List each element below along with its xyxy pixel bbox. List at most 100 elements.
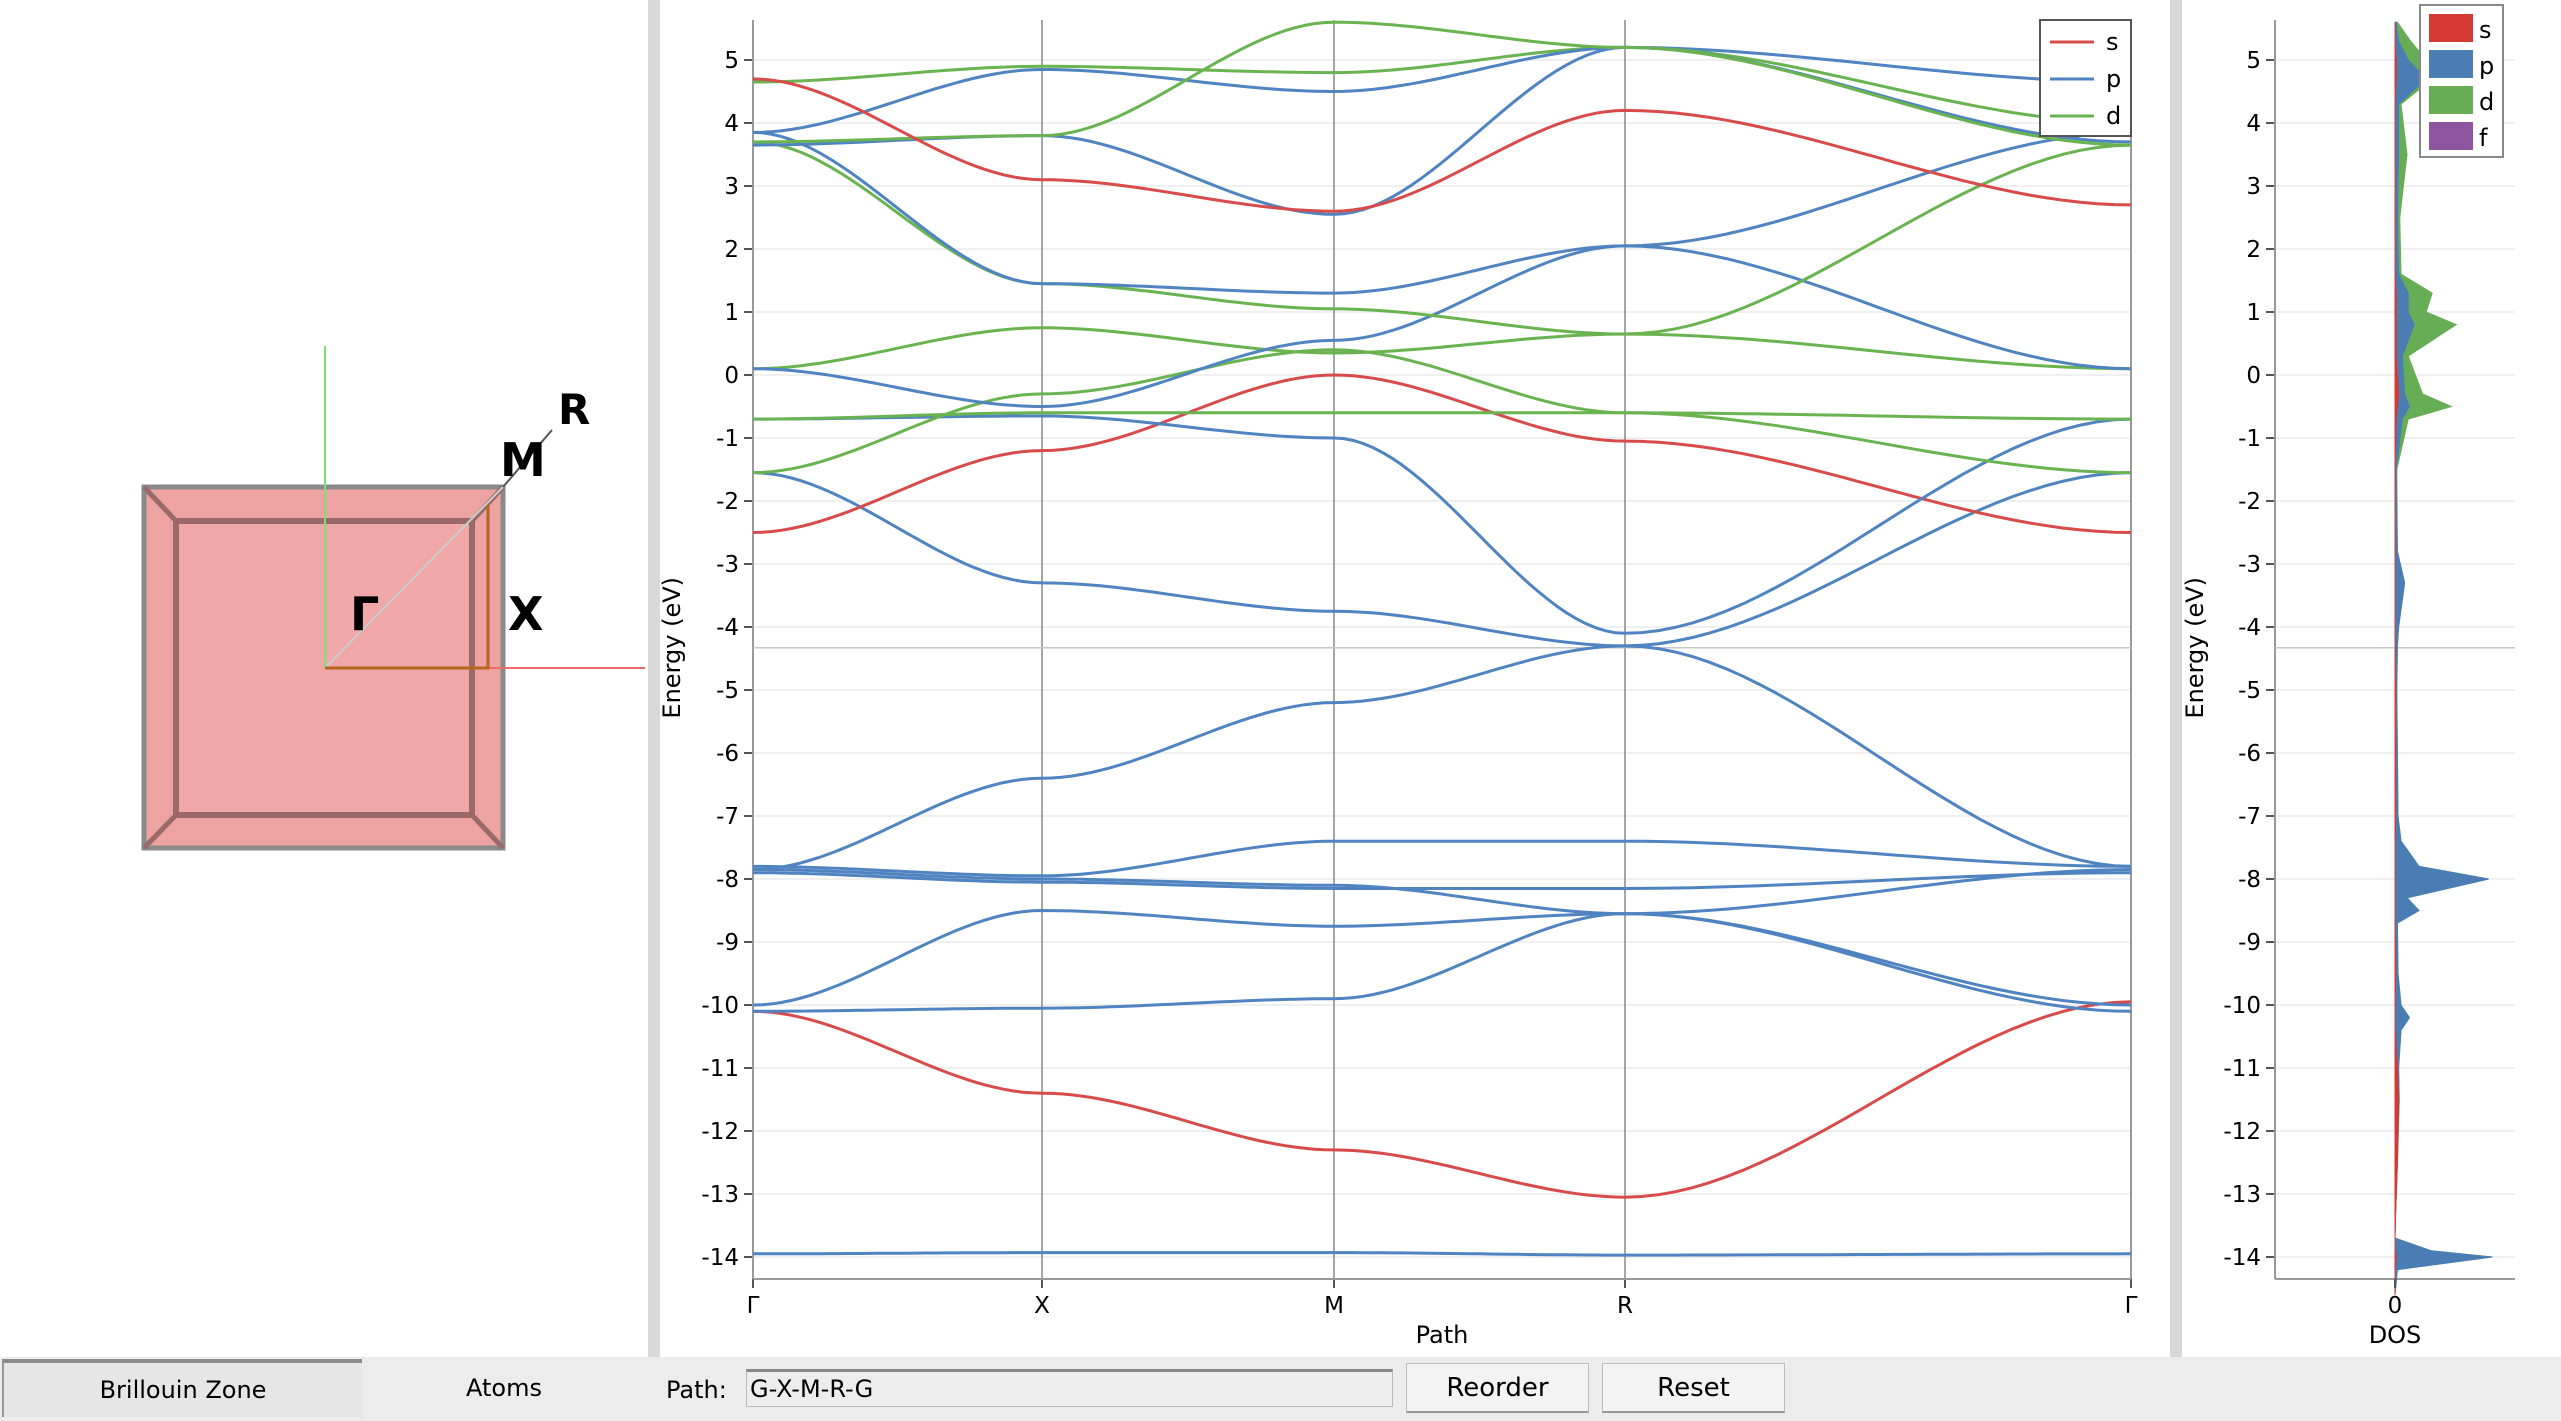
y-tick-label: -13	[701, 1182, 739, 1208]
bz-label-x: X	[508, 587, 543, 641]
y-tick-label: -4	[716, 615, 739, 641]
band-line-s	[752, 77, 2132, 213]
y-tick-label: -3	[2238, 552, 2261, 578]
reset-button[interactable]: Reset	[1602, 1363, 1785, 1413]
panel-splitter-right[interactable]	[2170, 0, 2182, 1421]
y-tick-label: 1	[2246, 300, 2261, 326]
y-tick-label: -5	[2238, 678, 2261, 704]
tab-atoms[interactable]: Atoms	[362, 1359, 646, 1417]
y-tick-label: -5	[716, 678, 739, 704]
path-input[interactable]	[746, 1369, 1393, 1407]
y-tick-label: 4	[724, 111, 739, 137]
y-tick-label: -6	[2238, 741, 2261, 767]
x-axis-title: Path	[1416, 1321, 1469, 1349]
legend-swatch-s	[2429, 14, 2473, 42]
legend-swatch-f	[2429, 122, 2473, 150]
y-tick-label: 5	[2246, 48, 2261, 74]
band-line-p	[752, 45, 2132, 216]
y-tick-label: -4	[2238, 615, 2261, 641]
y-tick-label: -3	[716, 552, 739, 578]
band-line-p	[753, 912, 2132, 1013]
y-tick-label: -14	[2223, 1245, 2261, 1271]
bz-label-gamma: Γ	[350, 587, 379, 641]
band-line-p	[752, 908, 2132, 1007]
y-tick-label: -2	[716, 489, 739, 515]
band-line-p	[753, 414, 2132, 635]
band-structure-plot[interactable]: 5 4 3 2 1 0 -1 -2 -3 -4 -5 -6 -7 -8 -9 -10 -11 -12 -13 -14 Γ…	[660, 0, 2170, 1357]
gamma-r-path	[324, 486, 504, 669]
y-tick-label: 4	[2246, 111, 2261, 137]
band-line-p	[752, 644, 2132, 871]
band-line-p	[752, 471, 2132, 648]
y-tick-label: -13	[2223, 1182, 2261, 1208]
x-tick-label: M	[1324, 1293, 1344, 1319]
band-line-d	[752, 326, 2132, 371]
x-tick-label: Γ	[2125, 1293, 2138, 1319]
y-tick-label: 3	[2246, 174, 2261, 200]
path-label: Path:	[666, 1376, 727, 1404]
y-tick-label: -12	[701, 1119, 739, 1145]
legend-label-p: p	[2106, 65, 2121, 93]
y-tick-label: -2	[2238, 489, 2261, 515]
y-tick-label: -8	[2238, 867, 2261, 893]
y-tick-label: -11	[2223, 1056, 2261, 1082]
y-tick-label: -9	[716, 930, 739, 956]
r-leader	[502, 429, 553, 488]
x-tick-label: R	[1617, 1293, 1633, 1319]
legend-swatch-d	[2429, 86, 2473, 114]
band-line-p	[752, 868, 2132, 916]
y-tick-label: -10	[2223, 993, 2261, 1019]
band-line-d	[752, 348, 2132, 475]
band-line-p	[752, 130, 2132, 295]
y-tick-label: -9	[2238, 930, 2261, 956]
band-line-p	[752, 244, 2132, 409]
dos-area-s	[2394, 22, 2400, 1295]
y-tick-label: -10	[701, 993, 739, 1019]
legend-label-s: s	[2479, 16, 2492, 44]
y-axis-title: Energy (eV)	[2182, 577, 2209, 719]
band-line-d	[753, 20, 2132, 147]
y-tick-label: 5	[724, 48, 739, 74]
legend-label-d: d	[2479, 88, 2494, 116]
y-tick-label: -1	[2238, 426, 2261, 452]
y-tick-label: -14	[701, 1245, 739, 1271]
bz-label-r: R	[558, 385, 590, 434]
y-tick-label: 2	[724, 237, 739, 263]
y-tick-label: -8	[716, 867, 739, 893]
legend-label-s: s	[2106, 28, 2119, 56]
y-tick-label: -11	[701, 1056, 739, 1082]
x-tick-label: Γ	[747, 1293, 760, 1319]
band-line-s	[752, 1000, 2132, 1199]
y-tick-label: -12	[2223, 1119, 2261, 1145]
panel-splitter-left[interactable]	[648, 0, 660, 1421]
y-tick-label: -1	[716, 426, 739, 452]
gamma-x-m-path	[325, 505, 490, 670]
x-tick-label: X	[1034, 1293, 1050, 1319]
band-line-p	[753, 839, 2132, 878]
legend-label-f: f	[2479, 124, 2488, 152]
y-tick-label: 1	[724, 300, 739, 326]
x-tick-label: 0	[2388, 1293, 2403, 1319]
dos-plot[interactable]: 5 4 3 2 1 0 -1 -2 -3 -4 -5 -6 -7 -8 -9 -10 -11 -12 -13 -14 0…	[2182, 0, 2561, 1357]
y-tick-label: 0	[2246, 363, 2261, 389]
y-tick-label: 3	[724, 174, 739, 200]
x-axis-title: DOS	[2369, 1321, 2422, 1349]
band-line-p	[753, 1251, 2132, 1257]
dos-area-d	[2394, 21, 2493, 1295]
y-axis-title: Energy (eV)	[660, 577, 686, 719]
y-tick-label: -6	[716, 741, 739, 767]
band-line-s	[752, 373, 2132, 534]
brillouin-zone-view[interactable]: Γ X M R	[0, 0, 648, 1357]
band-line-d	[753, 45, 2132, 125]
bz-label-m: M	[500, 433, 546, 487]
legend-swatch-p	[2429, 50, 2473, 78]
dos-area-p	[2394, 21, 2493, 1295]
reorder-button[interactable]: Reorder	[1406, 1363, 1589, 1413]
legend-label-d: d	[2106, 102, 2121, 130]
y-tick-label: -7	[716, 804, 739, 830]
tab-brillouin-zone[interactable]: Brillouin Zone	[2, 1359, 362, 1417]
band-line-p	[753, 871, 2132, 890]
band-line-d	[752, 140, 2132, 336]
legend-label-p: p	[2479, 52, 2494, 80]
y-tick-label: 2	[2246, 237, 2261, 263]
